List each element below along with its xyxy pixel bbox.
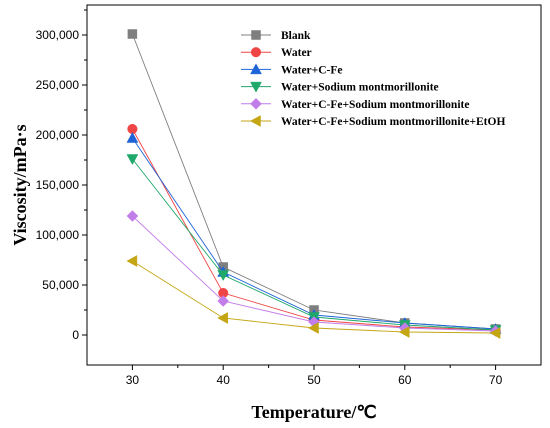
data-point xyxy=(217,295,230,307)
x-tick-label: 30 xyxy=(126,373,140,387)
legend: Blank Water Water+C-Fe Water+Sodium montmor… xyxy=(241,30,505,128)
legend-label: Water+C-Fe+Sodium montmorillonite+EtOH xyxy=(281,116,505,128)
data-point xyxy=(217,270,230,282)
y-tick-label: 50,000 xyxy=(42,278,79,292)
x-axis: 30 40 50 60 70 xyxy=(126,365,503,387)
series-line xyxy=(131,33,496,330)
x-tick-label: 50 xyxy=(307,373,321,387)
x-tick-label: 70 xyxy=(489,373,503,387)
data-point xyxy=(127,29,138,39)
legend-marker xyxy=(251,30,261,40)
series-water-c-fe xyxy=(126,131,502,334)
series-water-c-fe-sodium-montmorillonite-etoh xyxy=(126,255,501,339)
data-point xyxy=(489,327,501,339)
legend-label: Blank xyxy=(281,30,311,42)
series-line xyxy=(132,128,496,331)
legend-marker xyxy=(250,97,262,110)
legend-marker xyxy=(250,81,262,93)
legend-label: Water+Sodium montmorillonite xyxy=(281,82,439,94)
data-point xyxy=(398,326,410,338)
series-line xyxy=(132,137,496,330)
data-point xyxy=(126,255,138,267)
y-tick-label: 100,000 xyxy=(36,228,80,242)
x-axis-title: Temperature/℃ xyxy=(251,402,376,422)
legend-marker xyxy=(250,47,262,58)
data-point xyxy=(126,210,139,222)
x-tick-label: 40 xyxy=(217,373,231,387)
y-axis-title: Viscosity/mPa·s xyxy=(10,124,30,245)
series-water-c-fe-sodium-montmorillonite xyxy=(126,210,502,337)
y-tick-label: 150,000 xyxy=(36,178,80,192)
x-tick-label: 60 xyxy=(398,373,412,387)
series-line xyxy=(132,158,496,331)
y-tick-label: 300,000 xyxy=(36,28,80,42)
series-water xyxy=(127,123,501,336)
legend-label: Water+C-Fe+Sodium montmorillonite xyxy=(281,99,469,111)
legend-label: Water+C-Fe xyxy=(281,64,342,76)
legend-marker xyxy=(250,63,262,75)
data-point xyxy=(307,322,319,334)
legend-marker xyxy=(249,115,261,127)
data-point xyxy=(126,131,139,143)
legend-label: Water xyxy=(281,47,312,59)
y-axis: 0 50,000 100,000 150,000 200,000 250,000 300,0… xyxy=(36,9,87,342)
data-point xyxy=(217,312,228,324)
data-point xyxy=(126,154,139,166)
y-tick-label: 250,000 xyxy=(36,78,80,92)
y-tick-label: 200,000 xyxy=(36,128,80,142)
series-group xyxy=(126,29,502,339)
y-tick-label: 0 xyxy=(72,328,79,342)
